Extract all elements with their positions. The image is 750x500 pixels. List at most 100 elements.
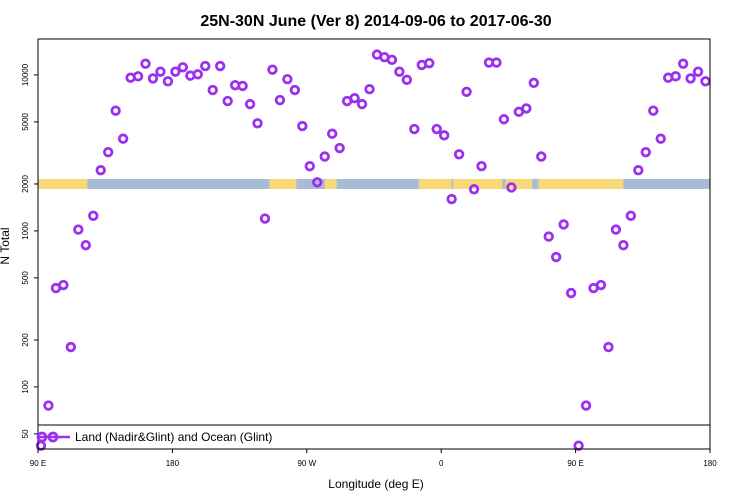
data-point: [506, 182, 517, 193]
data-point: [677, 58, 689, 69]
land-band-segment: [418, 178, 452, 189]
land-band-segment: [505, 178, 533, 189]
x-tick-label: 0: [439, 459, 444, 468]
data-point: [162, 76, 174, 87]
data-point: [446, 193, 457, 205]
legend-label: Land (Nadir&Glint) and Ocean (Glint): [75, 430, 272, 444]
legend-marker: [47, 431, 59, 443]
land-ocean-band: [38, 178, 710, 189]
data-point: [259, 213, 271, 224]
data-point: [222, 95, 233, 107]
data-point: [685, 73, 696, 84]
data-point: [312, 177, 323, 188]
data-point: [655, 133, 666, 144]
data-point: [95, 165, 106, 176]
data-point: [610, 224, 622, 235]
ocean-band-segment: [38, 178, 710, 189]
data-point: [207, 84, 218, 96]
data-point: [648, 105, 659, 116]
legend-marker: [36, 431, 48, 443]
data-point: [565, 287, 577, 299]
data-point: [550, 251, 562, 263]
data-point: [640, 146, 651, 158]
data-point: [274, 94, 286, 106]
data-point: [521, 103, 532, 114]
y-tick-label: 50: [21, 429, 30, 438]
data-point: [267, 64, 278, 75]
y-tick-label: 2000: [21, 175, 30, 193]
data-point: [364, 84, 375, 95]
data-points: [35, 49, 711, 451]
x-tick-label: 180: [166, 459, 180, 468]
data-point: [409, 123, 420, 135]
data-point: [132, 71, 144, 82]
data-point: [289, 84, 301, 96]
data-point: [326, 128, 338, 139]
data-point: [528, 77, 539, 89]
y-tick-label: 500: [21, 271, 30, 285]
y-axis-label: N Total: [0, 227, 12, 264]
data-point: [117, 133, 129, 144]
x-axis-label: Longitude (deg E): [328, 477, 423, 491]
plot-frame: [37, 38, 711, 450]
x-tick-label: 90 W: [297, 459, 316, 468]
data-point: [700, 76, 711, 87]
data-point: [319, 151, 330, 162]
y-tick-label: 10000: [21, 63, 30, 86]
data-point: [476, 161, 487, 172]
data-point: [558, 219, 569, 230]
land-band-segment: [453, 178, 503, 189]
data-point: [438, 130, 450, 141]
data-point: [424, 57, 435, 69]
data-point: [633, 165, 644, 176]
y-axis: 50 100 200 500 1000 2000 5000 10000: [21, 63, 38, 438]
data-point: [491, 57, 502, 68]
data-point: [297, 120, 308, 132]
data-point: [349, 92, 360, 104]
data-point: [170, 66, 181, 77]
x-tick-label: 90 E: [30, 459, 46, 468]
legend: Land (Nadir&Glint) and Ocean (Glint): [36, 430, 272, 444]
data-point: [282, 73, 293, 85]
y-tick-label: 200: [21, 333, 30, 347]
data-point: [468, 184, 480, 195]
x-tick-label: 90 E: [567, 459, 583, 468]
chart-title: 25N-30N June (Ver 8) 2014-09-06 to 2017-…: [200, 13, 551, 30]
data-point: [110, 105, 121, 116]
data-point: [200, 60, 211, 72]
data-point: [595, 279, 607, 291]
data-point: [536, 151, 547, 162]
data-point: [394, 66, 405, 77]
land-band-segment: [38, 178, 88, 189]
data-point: [192, 69, 203, 80]
data-point: [334, 142, 345, 154]
land-band-segment: [324, 178, 337, 189]
data-point: [214, 60, 226, 72]
y-tick-label: 5000: [21, 112, 30, 130]
data-point: [580, 400, 592, 411]
data-point: [356, 98, 368, 110]
data-point: [573, 440, 584, 451]
data-point: [498, 114, 510, 125]
data-point: [140, 58, 151, 69]
data-point: [88, 210, 99, 222]
data-point: [386, 54, 398, 66]
x-axis: 90 E 180 90 W 0 90 E 180: [30, 449, 717, 468]
data-point: [43, 400, 54, 411]
data-point: [431, 123, 442, 135]
data-point: [543, 231, 554, 242]
data-point: [155, 66, 166, 77]
land-band-segment: [269, 178, 297, 189]
x-tick-label: 180: [703, 459, 717, 468]
data-point: [304, 161, 315, 172]
data-point: [244, 98, 256, 110]
data-point: [73, 224, 84, 235]
data-point: [147, 73, 159, 84]
data-point: [65, 341, 77, 353]
data-point: [252, 118, 263, 129]
data-point: [461, 86, 472, 97]
data-point: [692, 66, 704, 77]
y-tick-label: 1000: [21, 221, 30, 239]
data-point: [603, 341, 614, 353]
